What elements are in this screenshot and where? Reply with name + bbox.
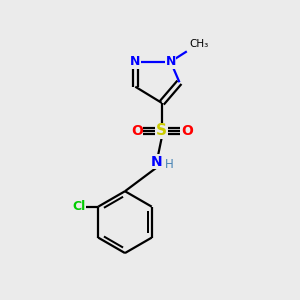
Text: N: N — [165, 55, 176, 68]
Text: S: S — [156, 123, 167, 138]
Text: N: N — [151, 155, 162, 169]
Text: O: O — [131, 124, 143, 138]
Text: O: O — [181, 124, 193, 138]
Text: Cl: Cl — [72, 200, 86, 213]
Text: CH₃: CH₃ — [189, 39, 208, 49]
Text: N: N — [130, 55, 140, 68]
Text: H: H — [164, 158, 173, 171]
